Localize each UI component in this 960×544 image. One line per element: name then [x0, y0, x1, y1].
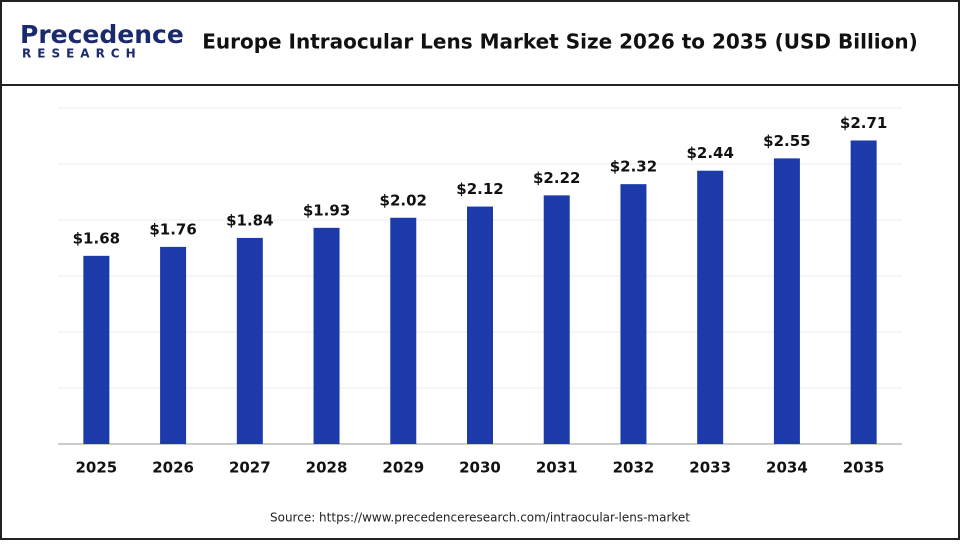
source-note: Source: https://www.precedenceresearch.c… — [270, 511, 690, 525]
data-label: $1.68 — [73, 229, 120, 247]
x-tick-label: 2025 — [75, 459, 117, 477]
x-tick-label: 2032 — [613, 459, 655, 477]
x-tick-label: 2029 — [382, 459, 424, 477]
bar — [850, 140, 877, 445]
data-label: $2.12 — [456, 180, 503, 198]
x-tick-label: 2035 — [843, 459, 885, 477]
bar — [236, 237, 263, 444]
data-label: $2.32 — [610, 158, 657, 176]
bar — [83, 255, 110, 444]
data-label: $2.71 — [840, 114, 887, 132]
x-tick-label: 2031 — [536, 459, 578, 477]
bar — [467, 206, 493, 444]
bar — [313, 227, 340, 444]
data-label: $2.22 — [533, 169, 580, 187]
chart-title: Europe Intraocular Lens Market Size 2026… — [202, 30, 918, 54]
x-tick-label: 2034 — [766, 459, 808, 477]
logo-name: Precedence — [20, 20, 184, 49]
bar — [773, 158, 800, 444]
x-tick-label: 2028 — [306, 459, 348, 477]
bar — [620, 184, 647, 444]
logo-sub: RESEARCH — [22, 47, 142, 61]
bar — [160, 246, 187, 444]
data-label: $1.84 — [226, 211, 273, 229]
bar — [543, 195, 570, 444]
x-tick-label: 2026 — [152, 459, 194, 477]
data-label: $2.02 — [380, 191, 427, 209]
x-tick-label: 2033 — [689, 459, 731, 477]
data-label: $2.55 — [763, 132, 810, 150]
data-label: $2.44 — [686, 144, 733, 162]
data-label: $1.93 — [303, 201, 350, 219]
bar — [697, 170, 724, 444]
data-label: $1.76 — [149, 220, 196, 238]
x-tick-label: 2027 — [229, 459, 271, 477]
x-tick-label: 2030 — [459, 459, 501, 477]
bar — [390, 217, 417, 444]
